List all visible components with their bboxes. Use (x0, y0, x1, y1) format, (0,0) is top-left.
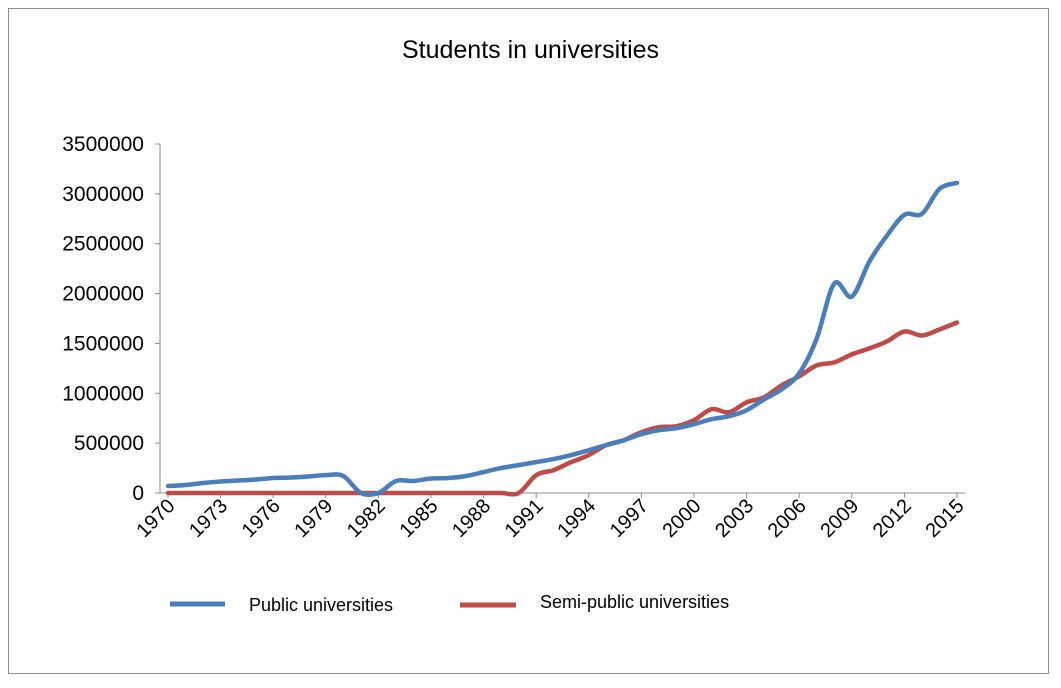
chart-frame (8, 8, 1049, 674)
chart-title: Students in universities (401, 36, 660, 64)
x-tick-label: 2006 (764, 495, 811, 542)
x-tick-label: 1982 (343, 495, 390, 542)
x-tick-label: 1973 (185, 495, 232, 542)
y-tick-label: 500000 (74, 432, 144, 455)
series-line-semi-public (165, 320, 960, 497)
y-tick-label: 0 (132, 482, 144, 505)
series-line-public (165, 180, 960, 498)
x-tick-label: 2009 (816, 495, 863, 542)
y-tick-label: 2000000 (62, 283, 144, 306)
x-tick-label: 1976 (238, 495, 285, 542)
x-tick-label: 2000 (659, 495, 706, 542)
x-tick-label: 1985 (396, 495, 443, 542)
x-tick-label: 2015 (922, 495, 969, 542)
series-lines (165, 180, 960, 498)
y-tick-label: 3000000 (62, 183, 144, 206)
y-tick-label: 2500000 (62, 233, 144, 256)
legend-label-public: Public universities (249, 595, 394, 615)
x-tick-label: 1979 (290, 495, 337, 542)
x-tick-label: 1991 (501, 495, 548, 542)
x-tick-label: 2012 (869, 495, 916, 542)
x-tick-label: 1988 (448, 495, 495, 542)
y-tick-label: 1000000 (62, 382, 144, 405)
y-tick-label: 1500000 (62, 332, 144, 355)
y-tick-label: 3500000 (62, 133, 144, 156)
axes (159, 144, 965, 494)
x-tick-label: 1997 (606, 495, 653, 542)
x-tick-label: 1994 (553, 495, 600, 542)
legend-label-semi-public: Semi-public universities (540, 592, 730, 612)
legend (170, 601, 516, 608)
x-tick-label: 2003 (711, 495, 758, 542)
y-axis-ticks: 0 500000 1000000 1500000 2000000 2500000 30000… (62, 133, 160, 505)
x-axis-ticks: 1970 1973 1976 1979 1982 1985 1988 1991 1994 1997… (133, 493, 969, 542)
